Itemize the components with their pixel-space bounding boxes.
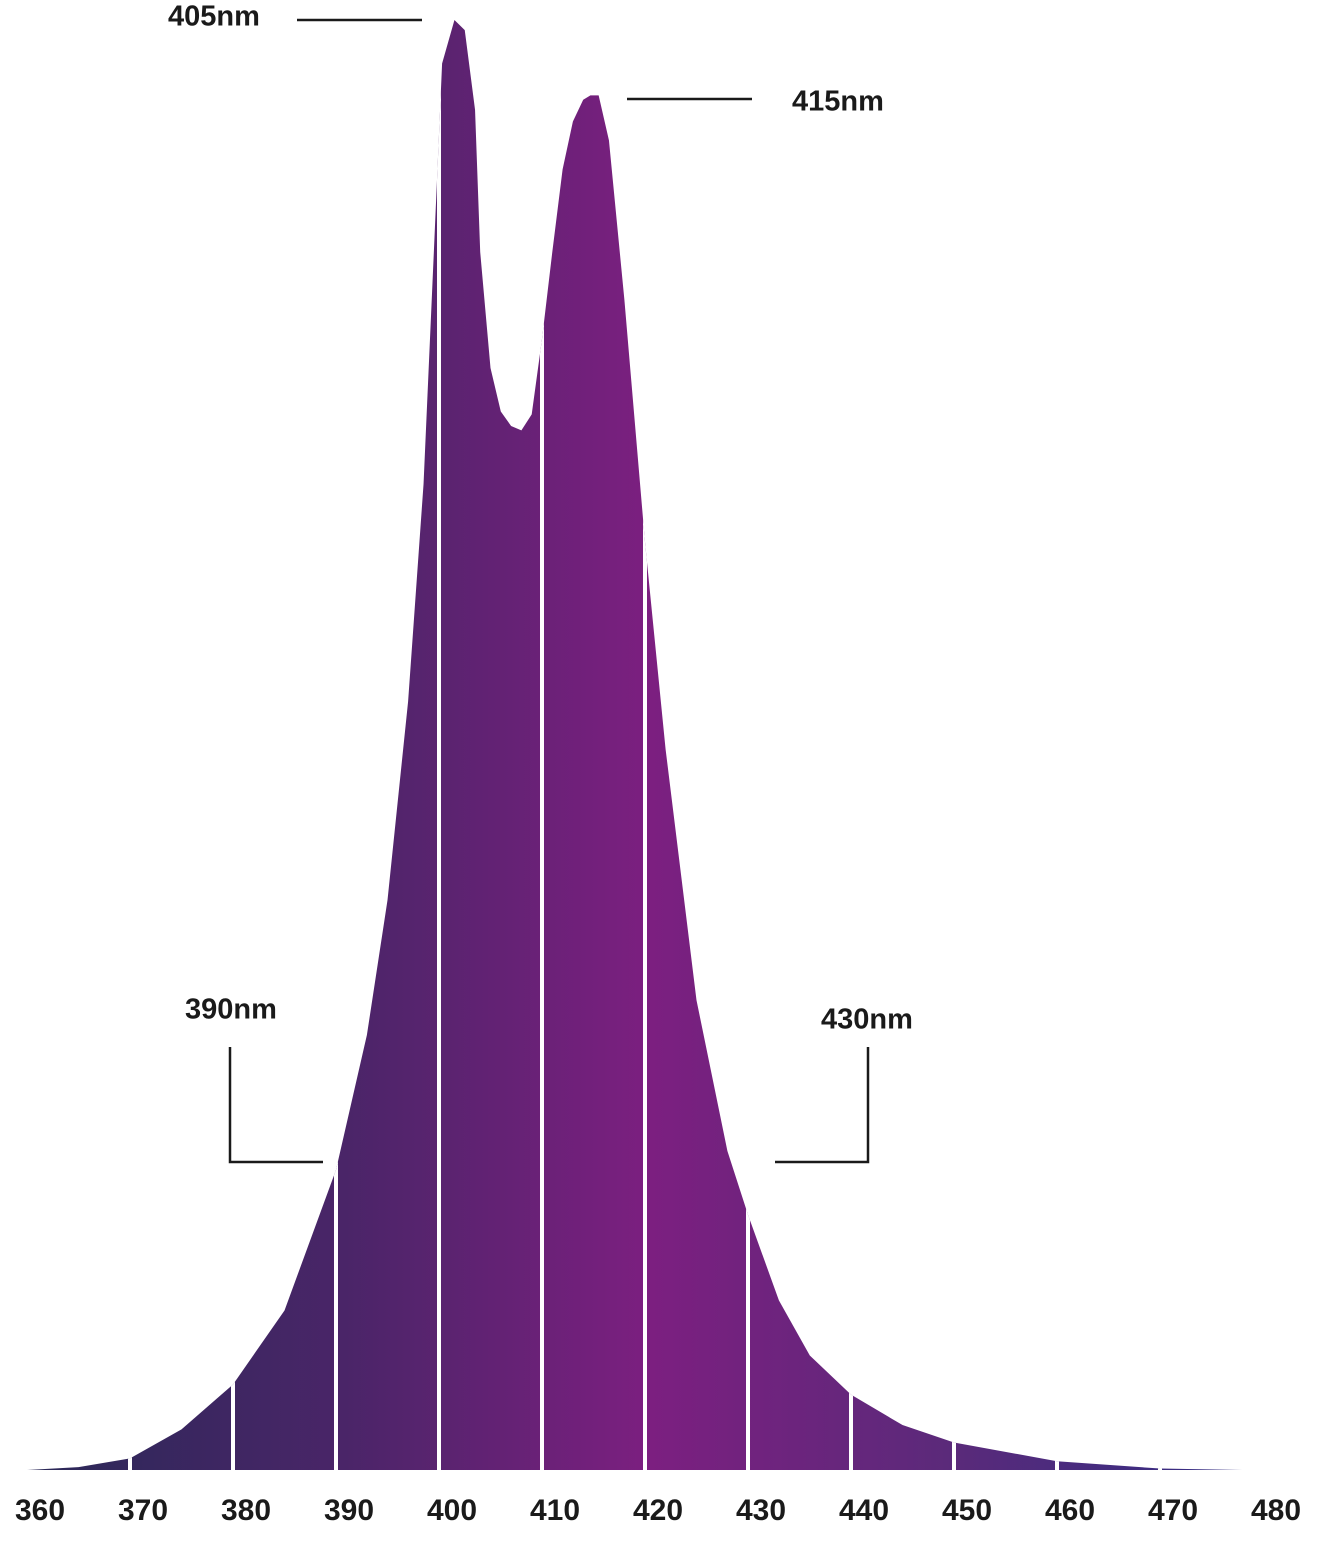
x-tick-label: 430 (736, 1494, 786, 1527)
x-tick-label: 420 (633, 1494, 683, 1527)
x-tick-label: 460 (1045, 1494, 1095, 1527)
x-tick-label: 410 (530, 1494, 580, 1527)
leader-line (228, 1047, 323, 1164)
annotation: 415nm (792, 86, 884, 118)
x-tick-label: 470 (1148, 1494, 1198, 1527)
x-tick-label: 360 (15, 1494, 65, 1527)
annotation: 390nm (185, 994, 277, 1026)
leader-line (775, 1047, 870, 1164)
separators (27, 20, 1263, 1470)
x-tick-label: 380 (221, 1494, 271, 1527)
annotation: 430nm (821, 1004, 913, 1036)
x-tick-label: 480 (1251, 1494, 1301, 1527)
x-tick-label: 390 (324, 1494, 374, 1527)
x-tick-label: 400 (427, 1494, 477, 1527)
x-tick-label: 450 (942, 1494, 992, 1527)
x-tick-label: 440 (839, 1494, 889, 1527)
x-tick-label: 370 (118, 1494, 168, 1527)
annotation: 405nm (168, 1, 260, 33)
